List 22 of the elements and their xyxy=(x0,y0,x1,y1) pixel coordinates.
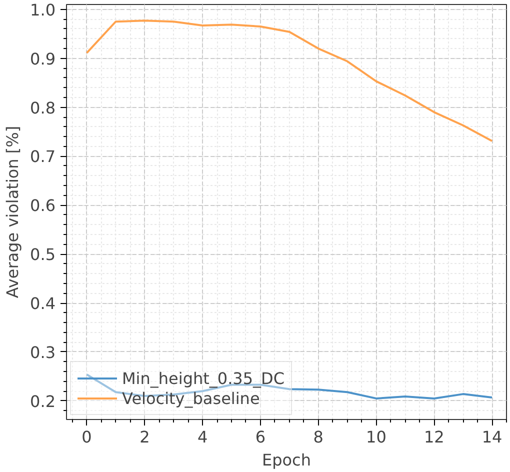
x-tick-label: 14 xyxy=(482,428,502,446)
x-tick-label: 10 xyxy=(366,428,386,446)
y-tick-label: 0.3 xyxy=(30,342,56,362)
y-tick-label: 0.8 xyxy=(30,98,56,118)
y-tick-label: 0.9 xyxy=(30,49,56,68)
y-tick-label: 0.4 xyxy=(30,294,56,314)
x-axis-title: Epoch xyxy=(262,450,312,470)
x-tick-label: 0 xyxy=(82,428,92,446)
legend-label: Min_height_0.35_DC xyxy=(122,368,285,388)
x-tick-label: 4 xyxy=(197,428,208,446)
y-tick-label: 0.7 xyxy=(30,147,56,166)
line-series xyxy=(86,20,494,142)
y-tick-label: 0.6 xyxy=(30,196,56,216)
y-tick-label: 0.5 xyxy=(30,245,56,264)
legend-label: Velocity_baseline xyxy=(122,388,260,408)
x-tick-label: 12 xyxy=(424,428,444,446)
x-tick-label: 8 xyxy=(313,428,324,446)
x-tick-label: 2 xyxy=(140,428,150,446)
y-axis-title: Average violation [%] xyxy=(3,126,22,298)
y-tick-label: 1.0 xyxy=(30,0,56,20)
y-tick-label: 0.2 xyxy=(30,392,56,411)
x-tick-label: 6 xyxy=(255,428,266,446)
